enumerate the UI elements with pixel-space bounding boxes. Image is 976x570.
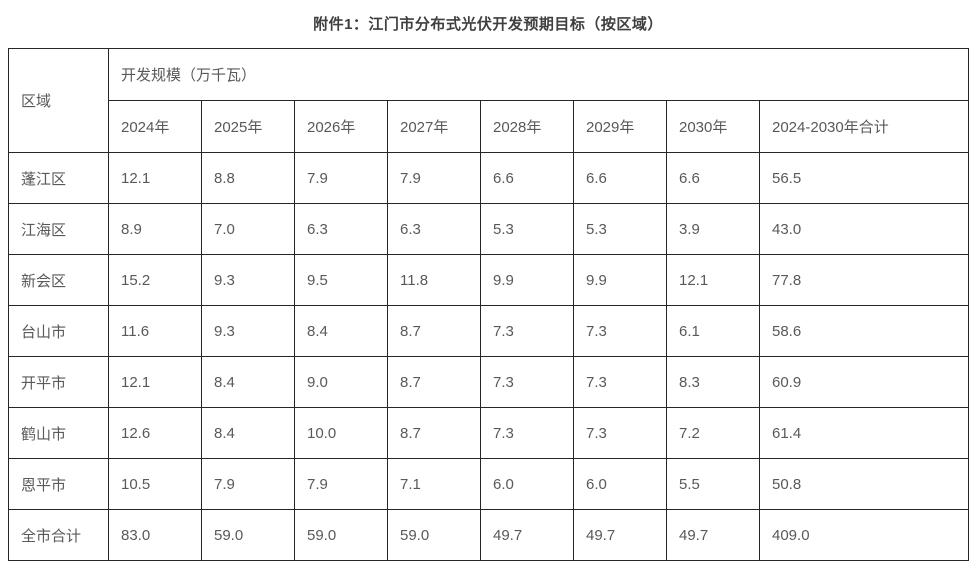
- value-cell: 8.4: [201, 356, 295, 408]
- year-header-2024: 2024年: [108, 100, 202, 153]
- value-cell: 8.7: [387, 407, 481, 459]
- table-row: 全市合计 83.0 59.0 59.0 59.0 49.7 49.7 49.7 409.0: [8, 509, 970, 561]
- pv-target-table: 区域 开发规模（万千瓦） 2024年 2025年 2026年 2027年 202…: [8, 48, 970, 561]
- value-cell: 58.6: [758, 305, 970, 357]
- table-row: 蓬江区 12.1 8.8 7.9 7.9 6.6 6.6 6.6 56.5: [8, 152, 970, 204]
- value-cell: 10.5: [108, 458, 202, 510]
- value-cell: 7.3: [480, 407, 574, 459]
- region-cell: 开平市: [8, 356, 109, 408]
- value-cell: 12.6: [108, 407, 202, 459]
- region-cell: 台山市: [8, 305, 109, 357]
- value-cell: 8.7: [387, 305, 481, 357]
- value-cell: 11.8: [387, 254, 481, 306]
- value-cell: 7.0: [201, 203, 295, 255]
- value-cell: 59.0: [201, 509, 295, 561]
- value-cell: 6.0: [480, 458, 574, 510]
- region-cell: 江海区: [8, 203, 109, 255]
- value-cell: 8.4: [201, 407, 295, 459]
- value-cell: 5.3: [480, 203, 574, 255]
- table-row: 恩平市 10.5 7.9 7.9 7.1 6.0 6.0 5.5 50.8: [8, 458, 970, 510]
- year-header-2026: 2026年: [294, 100, 388, 153]
- value-cell: 6.0: [573, 458, 667, 510]
- header-row-years: 2024年 2025年 2026年 2027年 2028年 2029年 2030…: [9, 100, 970, 153]
- value-cell: 60.9: [758, 356, 970, 408]
- year-header-2029: 2029年: [573, 100, 667, 153]
- value-cell: 5.3: [573, 203, 667, 255]
- value-cell: 49.7: [666, 509, 760, 561]
- scale-column-header: 开发规模（万千瓦）: [107, 48, 970, 101]
- value-cell: 56.5: [758, 152, 970, 204]
- value-cell: 7.2: [666, 407, 760, 459]
- value-cell: 7.3: [573, 305, 667, 357]
- value-cell: 59.0: [294, 509, 388, 561]
- value-cell: 15.2: [108, 254, 202, 306]
- value-cell: 8.8: [201, 152, 295, 204]
- value-cell: 77.8: [758, 254, 970, 306]
- value-cell: 12.1: [108, 356, 202, 408]
- value-cell: 9.3: [201, 254, 295, 306]
- year-header-2030: 2030年: [666, 100, 760, 153]
- value-cell: 9.0: [294, 356, 388, 408]
- value-cell: 7.9: [294, 152, 388, 204]
- value-cell: 6.3: [387, 203, 481, 255]
- table-header: 区域 开发规模（万千瓦） 2024年 2025年 2026年 2027年 202…: [8, 48, 970, 153]
- value-cell: 83.0: [108, 509, 202, 561]
- value-cell: 3.9: [666, 203, 760, 255]
- value-cell: 9.9: [573, 254, 667, 306]
- table-row: 江海区 8.9 7.0 6.3 6.3 5.3 5.3 3.9 43.0: [8, 203, 970, 255]
- region-column-header: 区域: [8, 48, 109, 153]
- value-cell: 61.4: [758, 407, 970, 459]
- value-cell: 409.0: [758, 509, 970, 561]
- value-cell: 7.3: [480, 356, 574, 408]
- value-cell: 12.1: [108, 152, 202, 204]
- value-cell: 7.1: [387, 458, 481, 510]
- value-cell: 5.5: [666, 458, 760, 510]
- value-cell: 7.9: [387, 152, 481, 204]
- table-row: 台山市 11.6 9.3 8.4 8.7 7.3 7.3 6.1 58.6: [8, 305, 970, 357]
- total-header: 2024-2030年合计: [758, 100, 970, 153]
- value-cell: 50.8: [758, 458, 970, 510]
- page-title: 附件1：江门市分布式光伏开发预期目标（按区域）: [313, 16, 663, 33]
- table-row: 新会区 15.2 9.3 9.5 11.8 9.9 9.9 12.1 77.8: [8, 254, 970, 306]
- table-row: 开平市 12.1 8.4 9.0 8.7 7.3 7.3 8.3 60.9: [8, 356, 970, 408]
- value-cell: 7.9: [294, 458, 388, 510]
- year-header-2028: 2028年: [480, 100, 574, 153]
- value-cell: 6.1: [666, 305, 760, 357]
- value-cell: 9.9: [480, 254, 574, 306]
- value-cell: 8.9: [108, 203, 202, 255]
- year-header-2027: 2027年: [387, 100, 481, 153]
- value-cell: 49.7: [573, 509, 667, 561]
- year-header-2025: 2025年: [201, 100, 295, 153]
- value-cell: 11.6: [108, 305, 202, 357]
- value-cell: 8.4: [294, 305, 388, 357]
- header-row-scale: 区域 开发规模（万千瓦）: [8, 48, 970, 153]
- region-cell: 恩平市: [8, 458, 109, 510]
- value-cell: 59.0: [387, 509, 481, 561]
- value-cell: 43.0: [758, 203, 970, 255]
- table-body: 蓬江区 12.1 8.8 7.9 7.9 6.6 6.6 6.6 56.5 江海区 8.9 7.0 6.…: [8, 152, 970, 561]
- value-cell: 6.6: [480, 152, 574, 204]
- value-cell: 7.3: [573, 356, 667, 408]
- value-cell: 6.6: [573, 152, 667, 204]
- value-cell: 6.3: [294, 203, 388, 255]
- value-cell: 7.3: [573, 407, 667, 459]
- value-cell: 7.9: [201, 458, 295, 510]
- value-cell: 6.6: [666, 152, 760, 204]
- value-cell: 12.1: [666, 254, 760, 306]
- region-cell: 鹤山市: [8, 407, 109, 459]
- value-cell: 8.7: [387, 356, 481, 408]
- value-cell: 8.3: [666, 356, 760, 408]
- table-row: 鹤山市 12.6 8.4 10.0 8.7 7.3 7.3 7.2 61.4: [8, 407, 970, 459]
- region-cell: 蓬江区: [8, 152, 109, 204]
- value-cell: 9.3: [201, 305, 295, 357]
- value-cell: 7.3: [480, 305, 574, 357]
- region-cell: 新会区: [8, 254, 109, 306]
- value-cell: 9.5: [294, 254, 388, 306]
- value-cell: 10.0: [294, 407, 388, 459]
- region-cell: 全市合计: [8, 509, 109, 561]
- value-cell: 49.7: [480, 509, 574, 561]
